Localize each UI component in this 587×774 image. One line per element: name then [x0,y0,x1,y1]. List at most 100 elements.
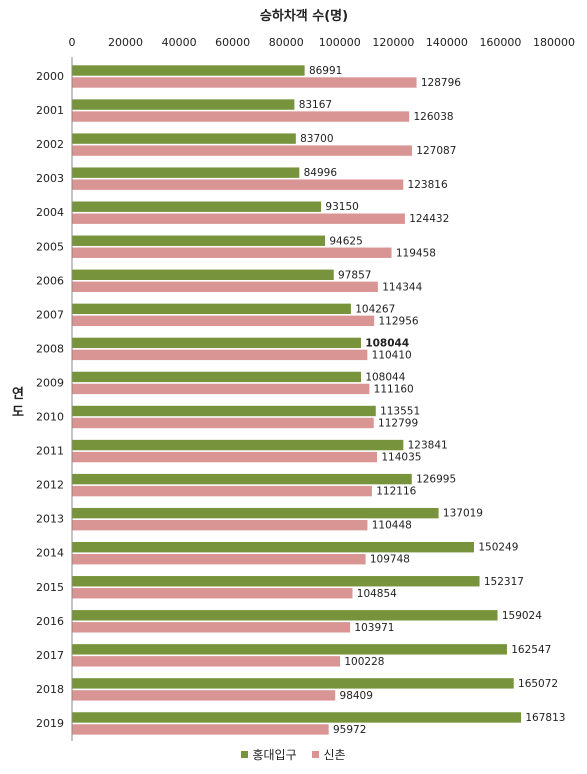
data-label: 94625 [329,235,362,247]
bar-hongdae [71,575,481,588]
data-label: 100228 [344,656,384,668]
legend-item-hongdae: 홍대입구 [241,746,297,763]
data-label: 167813 [525,712,565,724]
bar-hongdae [71,371,362,383]
bar-hongdae [71,132,297,145]
bar-hongdae [71,337,362,349]
data-label: 165072 [518,678,558,690]
bar-hongdae [71,439,404,451]
bar-sinchon [71,144,413,157]
data-label: 112799 [378,418,418,430]
x-tick-label: 120000 [372,36,414,49]
data-label: 104267 [355,303,395,315]
bar-hongdae [71,643,508,656]
data-label: 104854 [357,588,397,600]
bar-sinchon [71,246,393,259]
data-label: 137019 [443,508,483,520]
bar-sinchon [71,383,370,395]
data-label: 150249 [478,542,518,554]
bar-sinchon [71,280,379,293]
x-tick-label: 40000 [162,36,197,49]
data-label: 123841 [408,440,448,452]
data-label: 110448 [372,520,412,532]
bar-hongdae [71,64,306,77]
x-tick-label: 180000 [533,36,575,49]
y-tick-label: 2009 [36,376,64,389]
y-tick-label: 2007 [36,308,64,321]
legend-swatch-hongdae [241,751,249,758]
bar-sinchon [71,621,351,634]
data-label: 84996 [304,167,338,179]
y-tick-label: 2010 [36,411,64,424]
y-tick-label: 2014 [36,547,64,560]
data-label: 114344 [382,281,422,293]
legend: 홍대입구 신촌 [0,746,587,763]
x-tick-label: 60000 [215,36,250,49]
y-tick-label: 2006 [36,274,64,287]
bar-hongdae [71,711,522,724]
data-label: 103971 [354,622,394,634]
data-label: 126995 [416,474,456,486]
bar-sinchon [71,451,378,463]
data-label: 108044 [365,337,409,349]
bar-hongdae [71,166,300,179]
legend-swatch-sinchon [312,751,320,758]
bar-hongdae [71,677,515,690]
data-label: 123816 [408,179,448,191]
bar-hongdae [71,541,475,554]
data-label: 124432 [409,213,449,225]
data-label: 83167 [299,99,332,111]
data-label: 97857 [338,269,371,281]
data-label: 109748 [370,554,410,566]
bar-sinchon [71,519,369,531]
bar-sinchon [71,417,375,429]
data-label: 112956 [378,315,418,327]
bar-hongdae [71,234,326,247]
legend-item-sinchon: 신촌 [312,746,346,763]
y-tick-label: 2016 [36,615,64,628]
data-label: 127087 [416,145,456,157]
data-label: 114035 [381,452,421,464]
data-label: 110410 [372,349,412,361]
y-tick-label: 2011 [36,445,64,458]
data-label: 108044 [365,371,405,383]
x-tick-label: 140000 [426,36,468,49]
bar-hongdae [71,473,413,485]
bar-hongdae [71,200,322,213]
bar-sinchon [71,723,330,736]
bar-hongdae [71,268,335,281]
bar-sinchon [71,553,367,566]
bar-sinchon [71,178,404,191]
data-label: 111160 [374,383,414,395]
bar-sinchon [71,76,418,89]
bar-sinchon [71,349,368,361]
data-label: 98409 [340,690,373,702]
data-label: 128796 [421,77,461,89]
y-tick-label: 2015 [36,581,64,594]
bar-sinchon [71,655,341,668]
x-tick-label: 100000 [319,36,361,49]
x-tick-label: 0 [69,36,76,49]
legend-label-sinchon: 신촌 [323,748,346,762]
bar-hongdae [71,98,296,111]
y-axis-label-part-1: 연 [12,387,24,402]
bar-hongdae [71,303,352,315]
y-axis-label-part-2: 도 [12,405,24,420]
bar-hongdae [71,405,377,417]
data-label: 162547 [511,644,551,656]
bar-sinchon [71,110,410,123]
data-label: 152317 [484,576,524,588]
data-label: 95972 [333,724,366,736]
y-tick-label: 2001 [36,104,64,117]
y-tick-label: 2013 [36,513,64,526]
chart-title: 승하차객 수(명) [260,8,348,24]
bar-sinchon [71,485,373,497]
data-label: 126038 [414,111,454,123]
bar-sinchon [71,689,336,702]
y-tick-label: 2012 [36,479,64,492]
data-label: 113551 [380,406,420,418]
y-tick-label: 2018 [36,683,64,696]
y-tick-label: 2002 [36,138,64,151]
bar-sinchon [71,315,375,327]
